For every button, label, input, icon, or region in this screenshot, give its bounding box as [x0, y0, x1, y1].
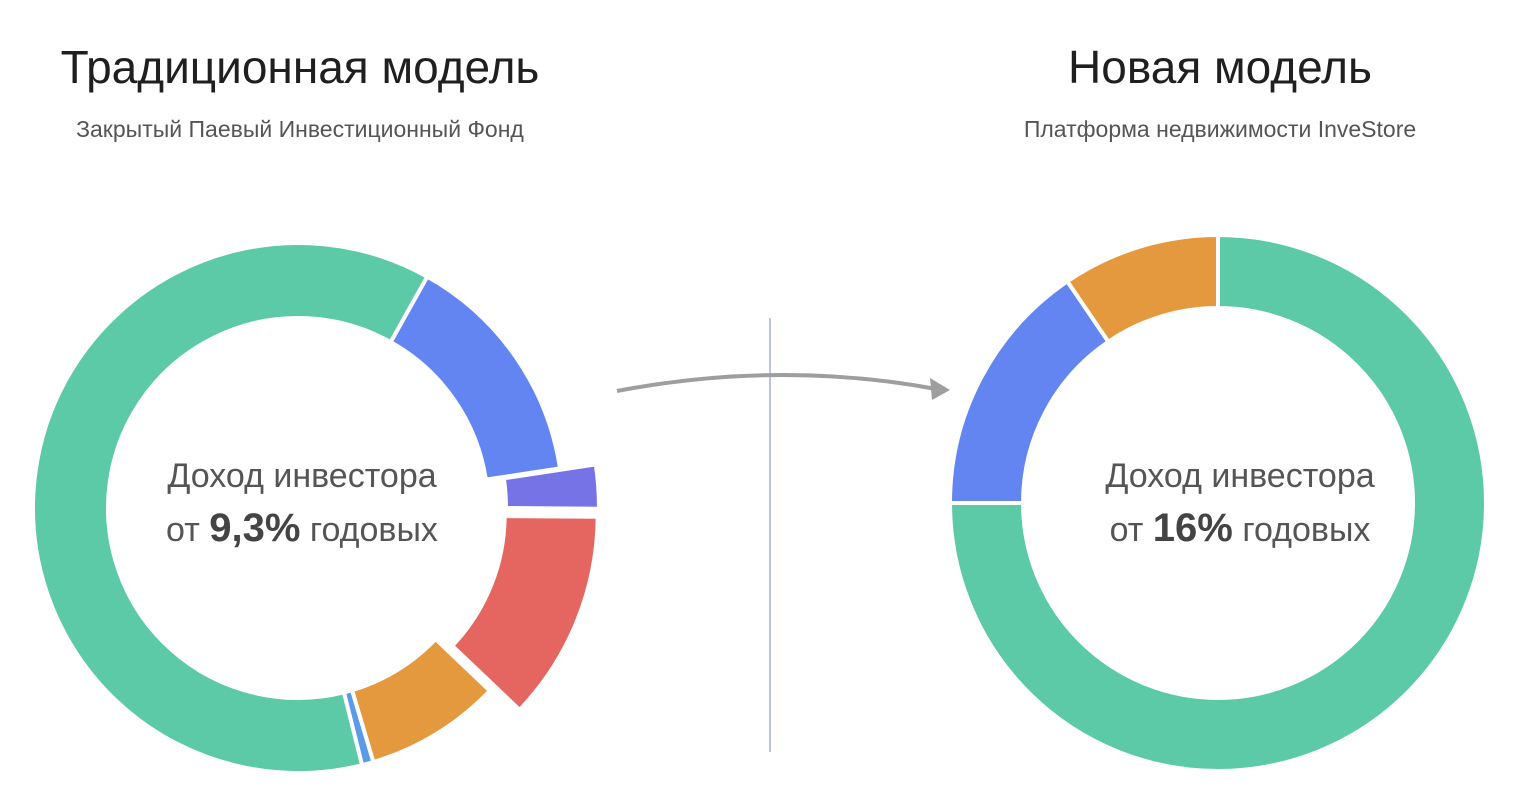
left-center-line1: Доход инвестора: [167, 457, 437, 495]
right-slice-green: [947, 232, 1488, 773]
right-slice-orange: [1064, 232, 1220, 345]
left-chart-subtitle: Закрытый Паевый Инвестиционный Фонд: [76, 116, 524, 142]
right-center-suffix: годовых: [1242, 511, 1371, 549]
left-slice-lightblue: [341, 687, 376, 768]
transition-arrow: [616, 373, 937, 393]
right-chart-subtitle: Платформа недвижимости InveStore: [1023, 116, 1417, 142]
left-chart-title: Традиционная модель: [60, 41, 540, 93]
arrow-head: [930, 378, 950, 400]
left-slice-green: [31, 241, 431, 775]
right-chart-title: Новая модель: [1068, 41, 1372, 93]
left-donut-chart: [31, 241, 601, 775]
right-donut-chart: [947, 232, 1488, 773]
right-center-line1: Доход инвестора: [1105, 457, 1375, 495]
left-center-value: 9,3%: [209, 506, 301, 550]
left-slice-purple: [501, 462, 601, 511]
right-center-value: 16%: [1152, 506, 1233, 550]
left-center-prefix: от: [166, 511, 200, 549]
right-center-label: Доход инвестора от 16% годовых: [1020, 450, 1460, 556]
left-center-suffix: годовых: [309, 511, 438, 549]
left-center-line2: от 9,3% годовых: [102, 502, 502, 556]
left-center-label: Доход инвестора от 9,3% годовых: [102, 450, 502, 556]
right-center-line2: от 16% годовых: [1020, 502, 1460, 556]
right-center-prefix: от: [1109, 511, 1144, 549]
left-slice-red: [449, 514, 600, 713]
